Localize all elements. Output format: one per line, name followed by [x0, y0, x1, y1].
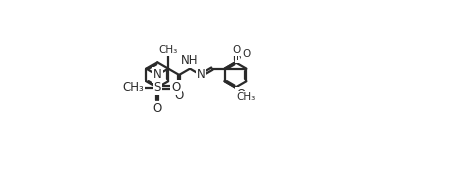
Text: N⁺: N⁺ [237, 52, 250, 62]
Text: O: O [232, 45, 240, 55]
Text: N: N [197, 68, 206, 82]
Text: O: O [153, 102, 162, 115]
Text: N: N [153, 68, 162, 82]
Text: S: S [154, 81, 161, 94]
Text: O: O [171, 81, 181, 94]
Text: CH₃: CH₃ [158, 45, 178, 55]
Text: CH₃: CH₃ [122, 81, 144, 94]
Text: NH: NH [181, 54, 199, 67]
Text: O: O [243, 49, 251, 59]
Text: O: O [237, 88, 246, 102]
Text: CH₃: CH₃ [237, 92, 256, 102]
Text: O: O [175, 89, 184, 102]
